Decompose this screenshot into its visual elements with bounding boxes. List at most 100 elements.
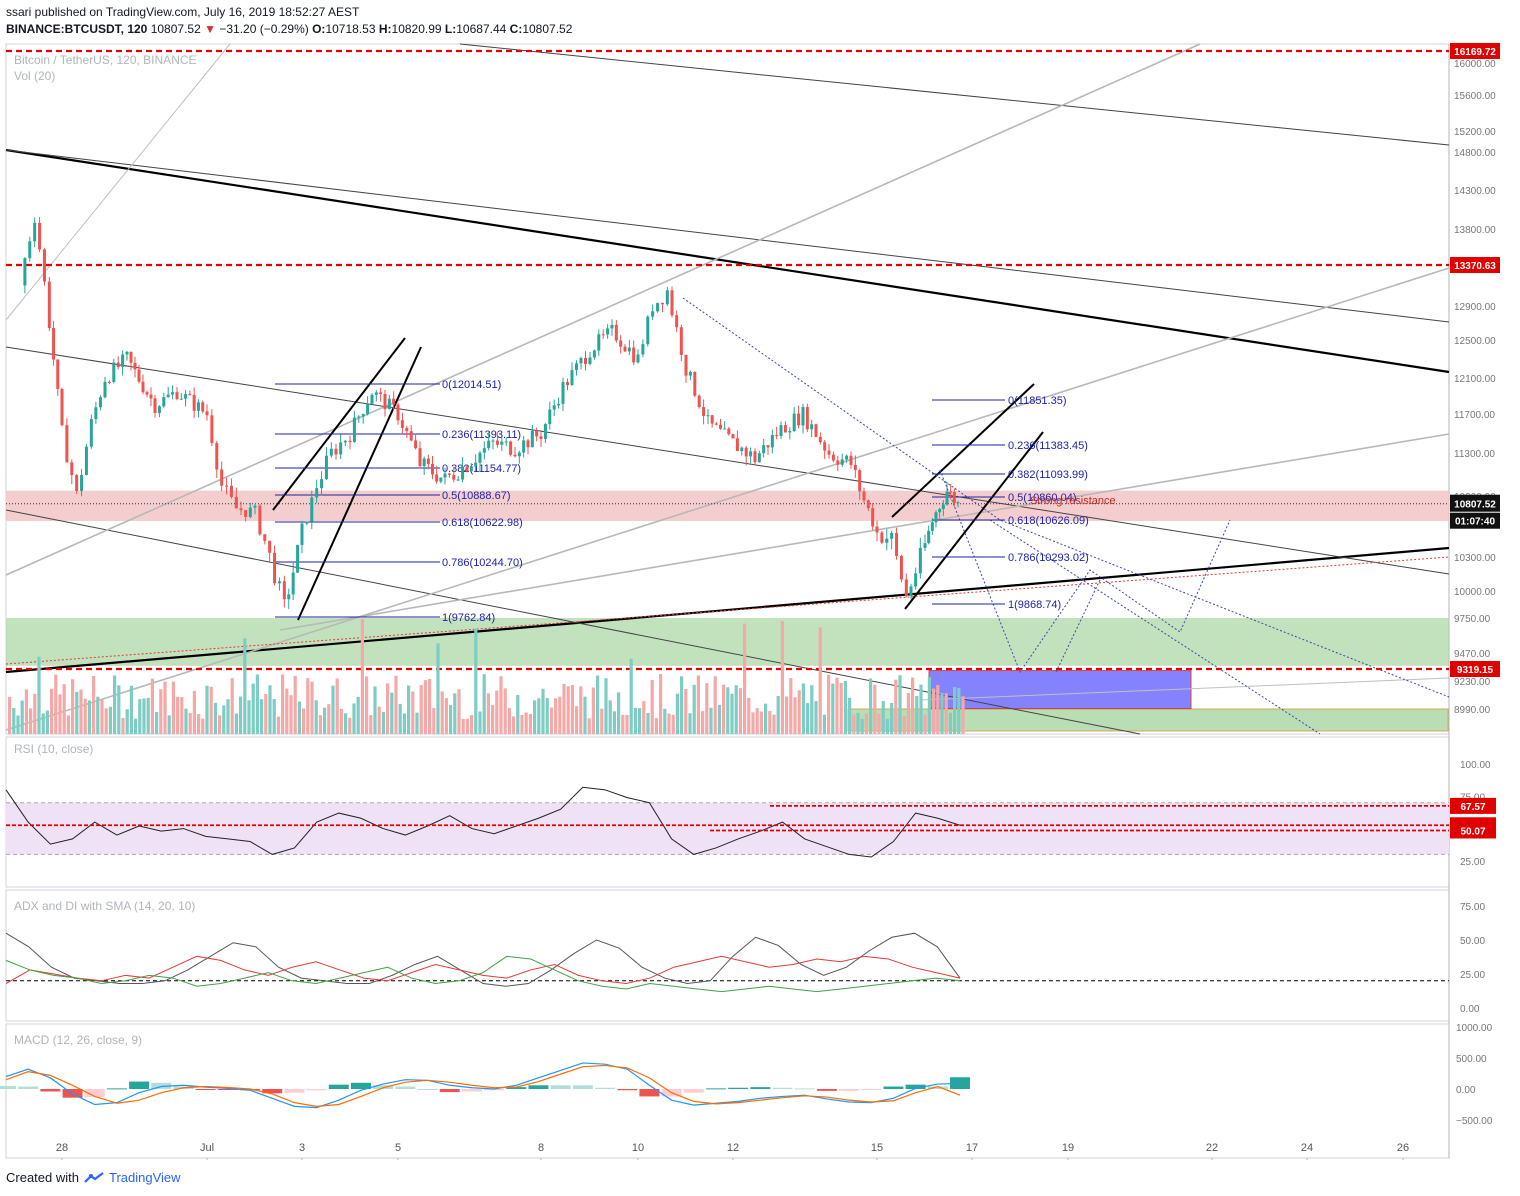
candle-body [727, 428, 731, 435]
candle-body [535, 430, 539, 437]
candle-body [296, 544, 300, 573]
candle-body [491, 440, 495, 442]
price-tick-label: 12100.00 [1454, 374, 1496, 385]
volume-bar [289, 695, 293, 734]
volume-bar [390, 692, 394, 734]
volume-bar [953, 687, 957, 734]
volume-bar [692, 684, 696, 734]
target-box [928, 670, 1192, 710]
volume-bar [898, 675, 902, 734]
candle-body [623, 346, 627, 352]
candle-body [614, 324, 618, 341]
tradingview-brand[interactable]: TradingView [108, 1170, 181, 1185]
candle-body [201, 402, 205, 412]
candle-body [357, 416, 361, 418]
candle-body [153, 398, 157, 413]
volume-bar [96, 696, 100, 734]
macd-histogram-bar [0, 1085, 16, 1089]
volume-bar [516, 695, 520, 734]
candle-body [904, 579, 908, 596]
macd-histogram-bar [417, 1089, 438, 1090]
volume-bar [8, 696, 12, 734]
candle-body [107, 381, 111, 383]
macd-histogram-bar [373, 1085, 394, 1089]
volume-bar [520, 714, 524, 734]
candle-body [597, 334, 601, 351]
price-tick-label: 11700.00 [1454, 410, 1495, 421]
candle-body [641, 344, 645, 355]
candle-body [112, 362, 116, 383]
open-label: O: [312, 22, 326, 36]
down-arrow-icon: ▼ [204, 22, 216, 36]
macd-histogram-bar [40, 1089, 61, 1092]
candle-body [461, 466, 465, 480]
candle-body [646, 316, 650, 345]
candle-body [465, 466, 469, 472]
price-tick-label: 11300.00 [1454, 449, 1495, 460]
macd-title: MACD (12, 26, close, 9) [14, 1033, 142, 1047]
price-tag-label: 9319.15 [1457, 665, 1494, 676]
volume-bar [461, 718, 465, 734]
candle-body [740, 447, 744, 452]
macd-histogram-bar [18, 1086, 39, 1089]
volume-bar [339, 708, 343, 734]
main-pane-title: Bitcoin / TetherUS, 120, BINANCE [14, 53, 197, 67]
candle-body [179, 398, 183, 400]
candle-body [579, 357, 583, 364]
candle-body [601, 334, 605, 336]
volume-bar [285, 688, 289, 734]
candle-body [610, 324, 614, 329]
volume-bar [142, 698, 146, 734]
candle-body [291, 572, 295, 595]
volume-bar [944, 693, 948, 734]
candle-body [656, 302, 660, 312]
volume-bar [465, 718, 469, 734]
volume-bar [150, 678, 154, 734]
candle-body [548, 409, 552, 425]
volume-bar [45, 710, 49, 734]
fib-label-left: 0.786(10244.70) [442, 557, 523, 569]
volume-bar [356, 696, 360, 734]
volume-bar [600, 708, 604, 734]
candle-body [65, 425, 69, 463]
candle-body [956, 502, 960, 504]
volume-bar [948, 712, 952, 734]
price-tick-label: 9230.00 [1454, 677, 1491, 688]
volume-bar [864, 713, 868, 734]
candle-body [632, 347, 636, 363]
candle-body [248, 507, 252, 517]
candle-body [339, 442, 343, 455]
projection-path [682, 297, 1450, 698]
candle-body [517, 452, 521, 457]
candle-body [566, 382, 569, 386]
candle-body [439, 477, 443, 482]
created-with-text: Created with [6, 1170, 79, 1185]
volume-bar [936, 685, 940, 734]
macd-tick-label: 1000.00 [1456, 1023, 1493, 1034]
low-label: L: [444, 22, 457, 36]
volume-bar [810, 685, 814, 734]
volume-bar [247, 700, 251, 734]
volume-bar [335, 678, 339, 734]
macd-histogram-bar [151, 1082, 172, 1089]
candle-body [239, 508, 243, 511]
candle-body [710, 415, 714, 424]
candle-body [818, 436, 822, 443]
volume-bar [104, 708, 108, 734]
volume-bar [549, 707, 553, 734]
candle-body [810, 424, 814, 430]
fib-label-right: 0.618(10626.09) [1008, 515, 1089, 527]
volume-bar [415, 712, 419, 734]
volume-bar [419, 685, 423, 734]
chart-canvas[interactable]: 28 Jul 3 5 8 10 12 15 17 19 22 24 26 16000.00 15600.00… [0, 40, 1520, 1160]
candle-body [775, 435, 779, 437]
volume-bar [100, 698, 104, 734]
countdown-label: 01:07:40 [1455, 517, 1495, 528]
candle-body [478, 452, 482, 463]
volume-bar [776, 696, 780, 734]
volume-bar [108, 706, 112, 734]
candle-body [927, 530, 931, 544]
volume-bar [512, 716, 516, 734]
candle-body [121, 354, 125, 368]
candle-body [880, 532, 884, 543]
